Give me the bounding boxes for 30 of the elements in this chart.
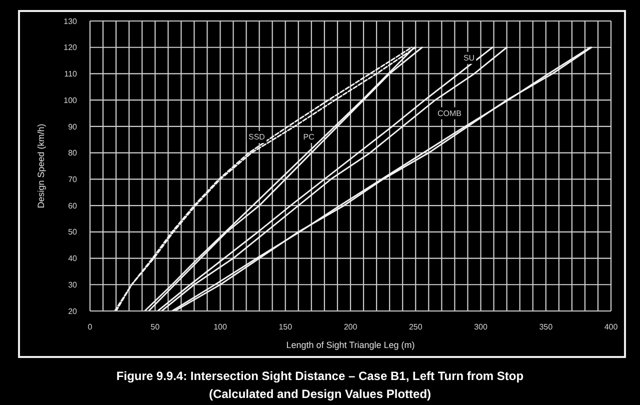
x-tick-label: 50 [150, 322, 160, 332]
annotation: PC [303, 132, 315, 142]
annotation: SSD [248, 132, 266, 142]
text: Figure 9.9.4: Intersection Sight Distance – Case B1, Left Turn from Stop [115, 368, 525, 385]
x-axis-title: Length of Sight Triangle Leg (m) [286, 340, 415, 350]
x-tick-label: 300 [474, 322, 488, 332]
y-tick-label: 100 [64, 96, 78, 105]
x-tick-label: 400 [604, 322, 618, 332]
y-tick-label: 80 [68, 148, 78, 158]
annotation: COMB [437, 108, 462, 118]
y-tick-label: 110 [64, 70, 78, 79]
x-tick-label: 100 [214, 322, 228, 332]
text: (Calculated and Design Values Plotted) [208, 386, 432, 403]
y-axis-title: Design Speed (km/h) [36, 124, 46, 208]
y-tick-label: 30 [68, 280, 78, 290]
y-tick-label: 120 [64, 43, 78, 52]
y-tick-label: 90 [68, 122, 78, 132]
y-tick-label: 40 [68, 254, 78, 264]
x-tick-label: 0 [88, 322, 93, 332]
x-tick-label: 150 [278, 322, 293, 332]
y-tick-label: 130 [64, 16, 78, 26]
x-tick-label: 250 [408, 322, 423, 332]
x-tick-label: 350 [539, 322, 554, 332]
chart-frame: SSD PC SU COMB 0 50 100 150 200 250 300 350 400 Length of Sight Triangle Leg (m) 20 30 40 50 60 70 80 90 100 110 120 130 Design Speed (km/h) [18, 10, 626, 358]
y-tick-label: 60 [68, 201, 78, 210]
y-tick-label: 20 [68, 306, 78, 316]
x-tick-label: 200 [344, 322, 358, 332]
y-tick-label: 70 [68, 175, 78, 184]
y-tick-label: 50 [68, 228, 78, 237]
annotation: SU [463, 53, 475, 62]
